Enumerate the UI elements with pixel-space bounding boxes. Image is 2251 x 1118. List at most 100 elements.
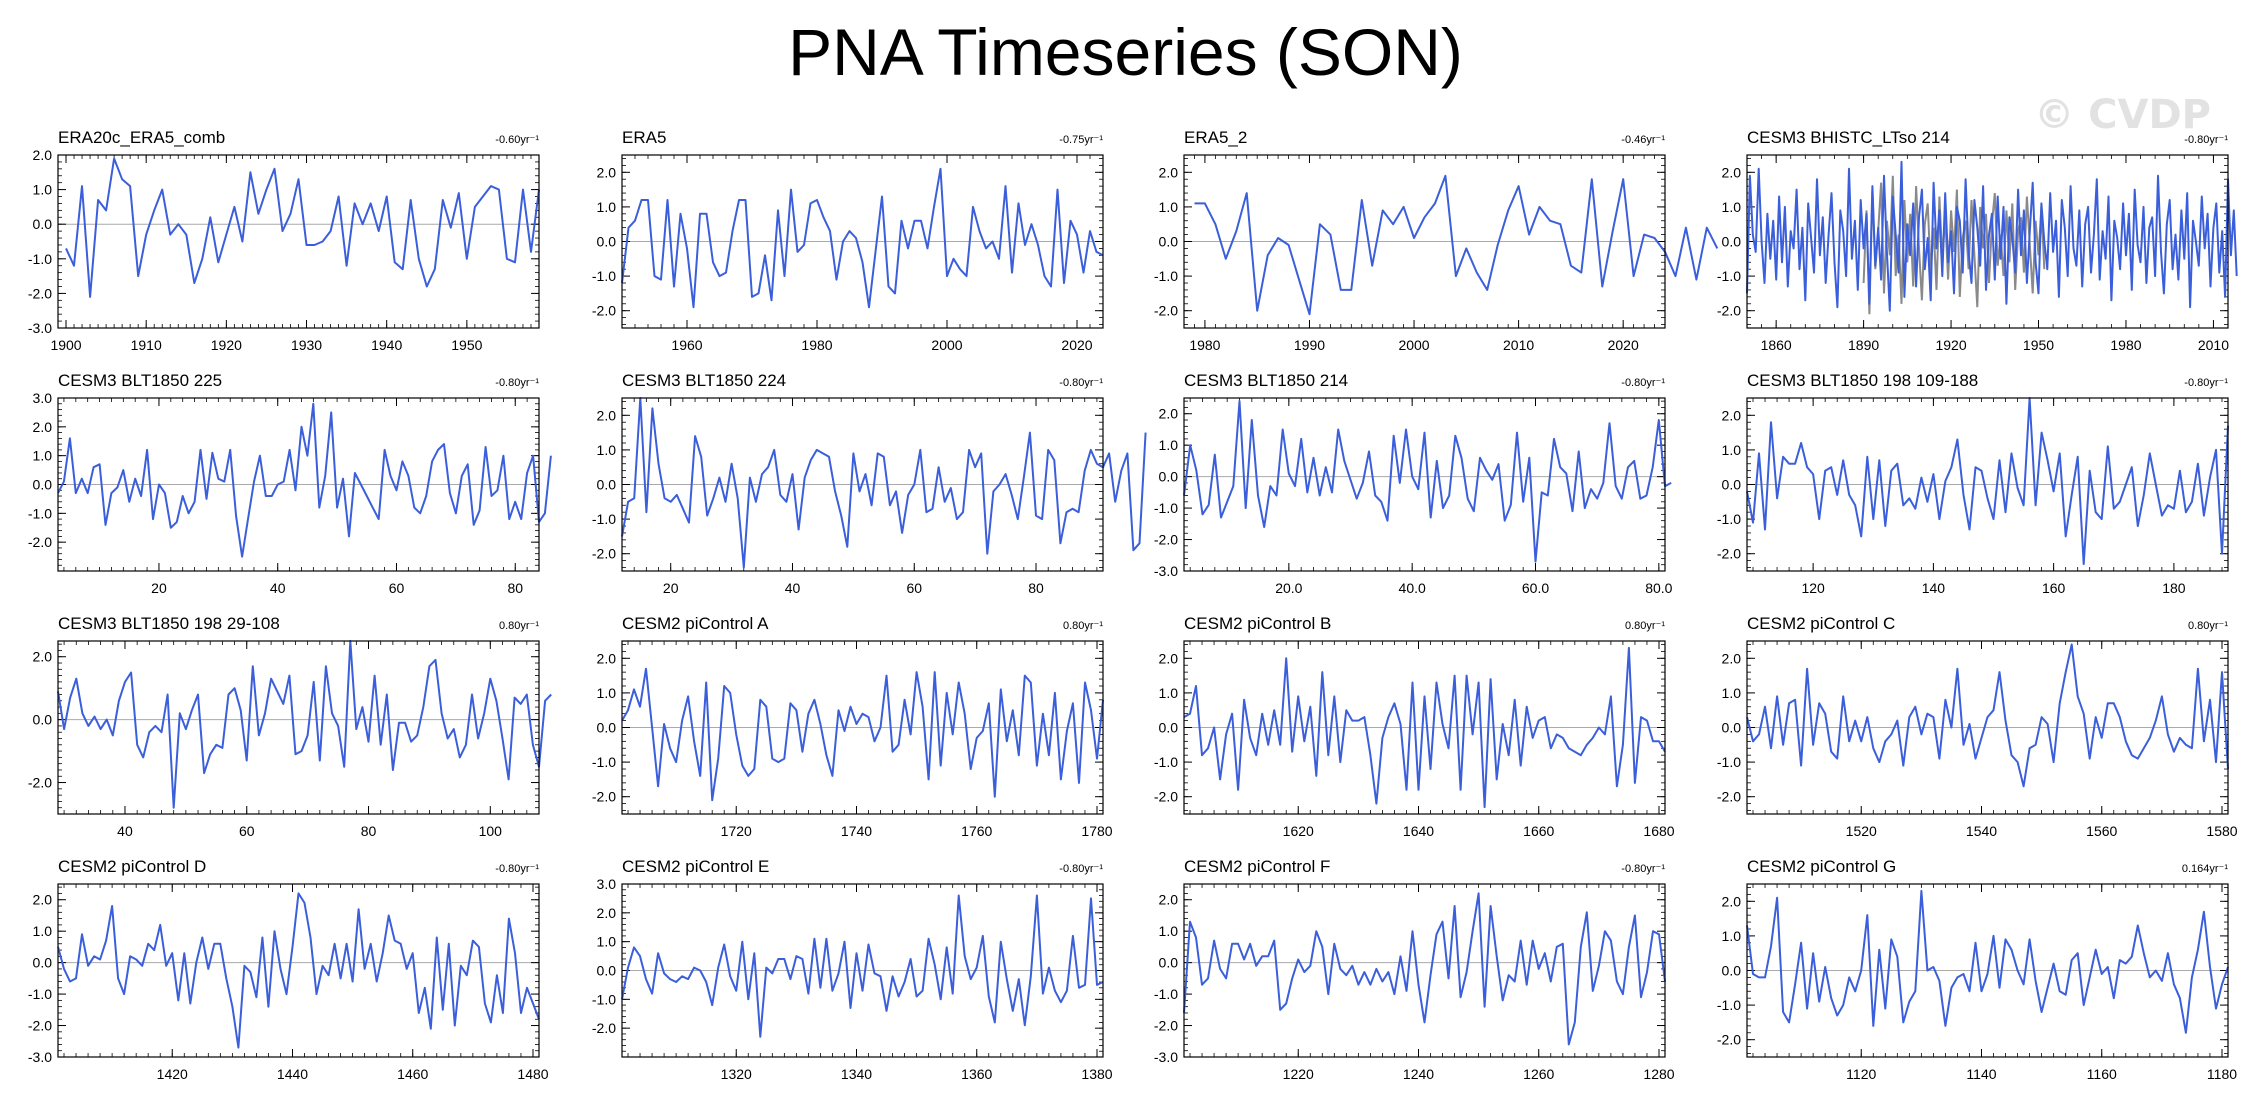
x-tick-label: 40: [270, 580, 286, 596]
x-tick-label: 120: [1801, 580, 1825, 596]
series-line: [1183, 892, 1666, 1046]
x-tick-label: 1480: [517, 1066, 548, 1082]
series-line: [65, 157, 540, 298]
panel-title: ERA20c_ERA5_comb: [58, 128, 225, 147]
y-tick-label: 1.0: [597, 685, 617, 701]
x-tick-label: 1900: [50, 337, 81, 353]
x-tick-label: 2000: [1398, 337, 1429, 353]
series-line: [1183, 646, 1666, 809]
y-tick-label: 2.0: [1159, 406, 1179, 422]
panel-trend-label: 0.80yr⁻¹: [1063, 620, 1103, 632]
y-tick-label: 1.0: [1722, 199, 1742, 215]
x-tick-label: 1640: [1403, 823, 1434, 839]
x-tick-label: 1930: [291, 337, 322, 353]
y-tick-label: -2.0: [592, 789, 616, 805]
y-tick-label: -1.0: [592, 991, 616, 1007]
x-tick-label: 1980: [801, 337, 832, 353]
x-tick-label: 1220: [1283, 1066, 1314, 1082]
series-line: [57, 402, 552, 558]
y-tick-label: -3.0: [1154, 1049, 1178, 1065]
x-tick-label: 1890: [1848, 337, 1879, 353]
y-tick-label: 3.0: [33, 390, 53, 406]
y-tick-label: -3.0: [28, 320, 52, 336]
y-tick-label: -1.0: [592, 754, 616, 770]
cvdp-watermark: © CVDP: [2034, 92, 2211, 138]
y-tick-label: -2.0: [1717, 789, 1741, 805]
x-tick-label: 80: [1028, 580, 1044, 596]
panel-title: CESM2 piControl D: [58, 857, 206, 876]
panel-trend-label: 0.80yr⁻¹: [2188, 620, 2228, 632]
y-tick-label: -1.0: [28, 986, 52, 1002]
y-tick-label: -1.0: [592, 268, 616, 284]
y-tick-label: -2.0: [28, 775, 52, 791]
panel-11: CESM2 piControl B 0.80yr⁻¹ -2.0 -1.0 0.0 1.0 2…: [1154, 614, 1675, 839]
page-title: PNA Timeseries (SON): [788, 15, 1463, 89]
x-tick-label: 1360: [961, 1066, 992, 1082]
y-tick-label: 0.0: [33, 712, 53, 728]
panel-trend-label: -0.80yr⁻¹: [2184, 377, 2228, 389]
panel-title: CESM3 BLT1850 198 29-108: [58, 614, 280, 633]
panel-trend-label: -0.80yr⁻¹: [495, 863, 539, 875]
series-line: [57, 640, 552, 809]
series-line: [57, 892, 540, 1049]
y-tick-label: -2.0: [592, 1020, 616, 1036]
y-tick-label: -2.0: [28, 285, 52, 301]
panel-trend-label: 0.164yr⁻¹: [2182, 863, 2228, 875]
x-tick-label: 1950: [2023, 337, 2054, 353]
y-tick-label: 1.0: [1159, 437, 1179, 453]
y-tick-label: 0.0: [1159, 955, 1179, 971]
x-tick-label: 60.0: [1522, 580, 1549, 596]
x-tick-label: 60: [389, 580, 405, 596]
y-tick-label: 1.0: [1722, 442, 1742, 458]
y-tick-label: -1.0: [1717, 754, 1741, 770]
panel-4: CESM3 BHISTC_LTso 214 -0.80yr⁻¹ -2.0 -1.0 0.…: [1717, 128, 2238, 353]
panel-title: CESM2 piControl A: [622, 614, 769, 633]
y-tick-label: 2.0: [597, 164, 617, 180]
y-tick-label: 2.0: [33, 649, 53, 665]
x-tick-label: 40: [117, 823, 133, 839]
y-tick-label: 1.0: [1159, 923, 1179, 939]
x-tick-label: 40.0: [1399, 580, 1426, 596]
series-line: [621, 167, 1104, 309]
y-tick-label: -2.0: [1154, 532, 1178, 548]
y-tick-label: 1.0: [33, 923, 53, 939]
panel-trend-label: -0.80yr⁻¹: [1621, 377, 1665, 389]
plot-frame: [621, 883, 1104, 1058]
x-tick-label: 1940: [371, 337, 402, 353]
panel-7: CESM3 BLT1850 214 -0.80yr⁻¹ -3.0 -2.0 -1.0 0.…: [1154, 371, 1673, 596]
x-tick-label: 1440: [277, 1066, 308, 1082]
panel-14: CESM2 piControl E -0.80yr⁻¹ -2.0 -1.0 0.0 1.0…: [592, 857, 1113, 1082]
x-tick-label: 1240: [1403, 1066, 1434, 1082]
y-tick-label: -1.0: [1154, 500, 1178, 516]
x-tick-label: 1780: [1081, 823, 1112, 839]
panel-16: CESM2 piControl G 0.164yr⁻¹ -2.0 -1.0 0.0 1.0…: [1717, 857, 2237, 1082]
x-tick-label: 20: [151, 580, 167, 596]
y-tick-label: 0.0: [1722, 720, 1742, 736]
plot-frame: [1746, 640, 2229, 815]
panel-15: CESM2 piControl F -0.80yr⁻¹ -3.0 -2.0 -1.0 0.…: [1154, 857, 1675, 1082]
x-tick-label: 1180: [2207, 1066, 2237, 1082]
x-tick-label: 40: [785, 580, 801, 596]
x-tick-label: 2010: [2198, 337, 2229, 353]
x-tick-label: 2020: [1608, 337, 1639, 353]
plot-frame: [57, 640, 540, 815]
y-tick-label: 2.0: [1159, 164, 1179, 180]
y-tick-label: 1.0: [1722, 685, 1742, 701]
panel-trend-label: -0.80yr⁻¹: [495, 377, 539, 389]
y-tick-label: -1.0: [28, 505, 52, 521]
panel-title: ERA5: [622, 128, 666, 147]
panel-title: CESM3 BLT1850 198 109-188: [1747, 371, 1978, 390]
panel-1: ERA20c_ERA5_comb -0.60yr⁻¹ -3.0 -2.0 -1.0 0.0…: [28, 128, 540, 353]
y-tick-label: 1.0: [1159, 199, 1179, 215]
x-tick-label: 80: [361, 823, 377, 839]
x-tick-label: 1420: [157, 1066, 188, 1082]
y-tick-label: 2.0: [1722, 407, 1742, 423]
plot-frame: [621, 154, 1104, 329]
y-tick-label: -2.0: [592, 303, 616, 319]
series-line: [1746, 889, 2229, 1034]
y-tick-label: 2.0: [1722, 893, 1742, 909]
panel-trend-label: -0.80yr⁻¹: [1059, 863, 1103, 875]
x-tick-label: 2020: [1061, 337, 1092, 353]
plot-frame: [621, 640, 1104, 815]
panel-trend-label: 0.80yr⁻¹: [499, 620, 539, 632]
